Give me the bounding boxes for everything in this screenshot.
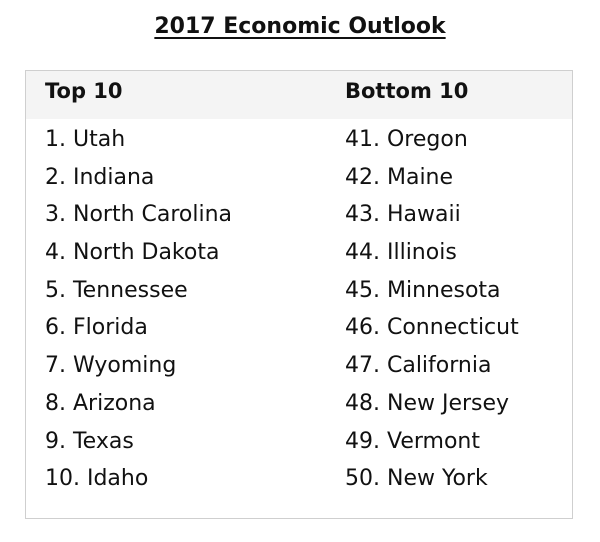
top-10-list: 1. Utah 2. Indiana 3. North Carolina 4. … (45, 121, 232, 498)
list-item: 50. New York (345, 466, 488, 492)
list-item: 41. Oregon (345, 127, 468, 152)
page-title: 2017 Economic Outlook (154, 14, 446, 39)
bottom-10-column: Bottom 10 41. Oregon 42. Maine 43. Hawai… (345, 71, 519, 498)
list-item: 4. North Dakota (45, 240, 220, 266)
list-item: 8. Arizona (45, 390, 156, 416)
list-item: 46. Connecticut (345, 315, 519, 341)
list-item: 48. New Jersey (345, 390, 510, 416)
ranking-table: Top 10 1. Utah 2. Indiana 3. North Carol… (25, 70, 573, 519)
list-item: 49. Vermont (345, 428, 480, 454)
list-item: 42. Maine (345, 164, 454, 190)
list-item: 43. Hawaii (345, 202, 461, 228)
top-10-column: Top 10 1. Utah 2. Indiana 3. North Carol… (45, 71, 232, 498)
list-item: 5. Tennessee (45, 277, 188, 303)
list-item: 7. Wyoming (45, 353, 177, 379)
list-item: 44. Illinois (345, 240, 457, 266)
bottom-10-header: Bottom 10 (345, 79, 469, 103)
list-item: 1. Utah (45, 127, 126, 152)
list-item: 9. Texas (45, 428, 134, 454)
bottom-10-list: 41. Oregon 42. Maine 43. Hawaii 44. Illi… (345, 121, 519, 498)
table-header-band (26, 71, 572, 119)
list-item: 2. Indiana (45, 164, 155, 190)
list-item: 10. Idaho (45, 466, 149, 492)
list-item: 45. Minnesota (345, 277, 501, 303)
list-item: 3. North Carolina (45, 202, 233, 228)
list-item: 6. Florida (45, 315, 148, 341)
list-item: 47. California (345, 353, 492, 379)
top-10-header: Top 10 (45, 79, 123, 103)
